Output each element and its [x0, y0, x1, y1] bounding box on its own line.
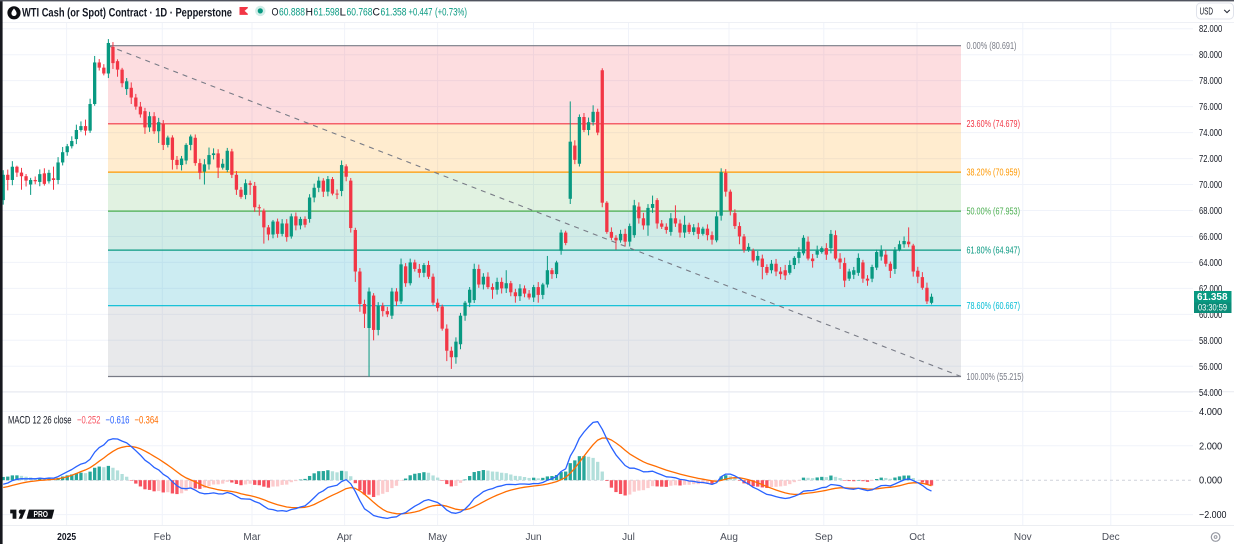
svg-text:Jul: Jul	[622, 532, 635, 543]
svg-text:2.000: 2.000	[1199, 441, 1223, 452]
svg-text:Mar: Mar	[243, 532, 261, 543]
svg-text:66.000: 66.000	[1199, 232, 1223, 243]
svg-text:58.000: 58.000	[1199, 336, 1223, 347]
svg-text:74.000: 74.000	[1199, 128, 1223, 139]
svg-text:61.358: 61.358	[381, 6, 407, 18]
svg-text:+0.447: +0.447	[409, 6, 433, 18]
svg-text:Oct: Oct	[909, 532, 925, 543]
svg-text:100.00% (55.215): 100.00% (55.215)	[967, 372, 1024, 383]
svg-text:Aug: Aug	[720, 532, 738, 543]
svg-text:54.000: 54.000	[1199, 388, 1223, 399]
svg-text:Apr: Apr	[337, 532, 353, 543]
svg-text:50.00% (67.953): 50.00% (67.953)	[967, 206, 1021, 217]
svg-text:MACD 12 26 close: MACD 12 26 close	[8, 415, 72, 427]
svg-text:60.768: 60.768	[347, 6, 373, 18]
svg-text:PRO: PRO	[34, 510, 49, 519]
svg-text:Nov: Nov	[1014, 532, 1032, 543]
svg-text:61.598: 61.598	[314, 6, 340, 18]
svg-text:Sep: Sep	[815, 532, 833, 543]
svg-text:78.000: 78.000	[1199, 76, 1223, 87]
svg-text:WTI Cash (or Spot) Contract ·: WTI Cash (or Spot) Contract · 1D · Peppe…	[22, 6, 232, 20]
svg-text:64.000: 64.000	[1199, 258, 1223, 269]
svg-text:61.80% (64.947): 61.80% (64.947)	[967, 245, 1021, 256]
svg-text:2025: 2025	[57, 531, 76, 543]
svg-text:L: L	[340, 6, 347, 18]
svg-text:38.20% (70.959): 38.20% (70.959)	[967, 167, 1021, 178]
svg-text:68.000: 68.000	[1199, 206, 1223, 217]
svg-text:60.888: 60.888	[279, 6, 305, 18]
svg-text:−2.000: −2.000	[1199, 510, 1227, 521]
svg-text:03:30:59: 03:30:59	[1198, 303, 1227, 313]
svg-text:70.000: 70.000	[1199, 180, 1223, 191]
svg-text:H: H	[306, 6, 314, 18]
svg-text:0.000: 0.000	[1199, 476, 1223, 487]
svg-text:C: C	[373, 6, 381, 18]
svg-text:O: O	[272, 6, 279, 18]
svg-text:−0.364: −0.364	[135, 415, 159, 427]
svg-text:Feb: Feb	[154, 532, 172, 543]
svg-text:−0.252: −0.252	[77, 415, 101, 427]
svg-text:(+0.73%): (+0.73%)	[435, 6, 467, 18]
svg-text:82.000: 82.000	[1199, 24, 1223, 35]
svg-text:80.000: 80.000	[1199, 50, 1223, 61]
svg-text:78.60% (60.667): 78.60% (60.667)	[967, 301, 1021, 312]
svg-text:USD: USD	[1200, 6, 1214, 18]
svg-text:Dec: Dec	[1102, 532, 1120, 543]
svg-text:23.60% (74.679): 23.60% (74.679)	[967, 119, 1021, 130]
svg-text:Jun: Jun	[525, 532, 541, 543]
svg-text:56.000: 56.000	[1199, 362, 1223, 373]
svg-text:0.00% (80.691): 0.00% (80.691)	[967, 41, 1017, 52]
svg-text:−0.616: −0.616	[106, 415, 130, 427]
svg-text:4.000: 4.000	[1199, 407, 1223, 418]
svg-text:76.000: 76.000	[1199, 102, 1223, 113]
svg-text:May: May	[428, 532, 447, 543]
svg-text:60.000: 60.000	[1199, 310, 1223, 321]
svg-text:62.000: 62.000	[1199, 284, 1223, 295]
svg-text:72.000: 72.000	[1199, 154, 1223, 165]
svg-text:61.358: 61.358	[1197, 291, 1228, 303]
